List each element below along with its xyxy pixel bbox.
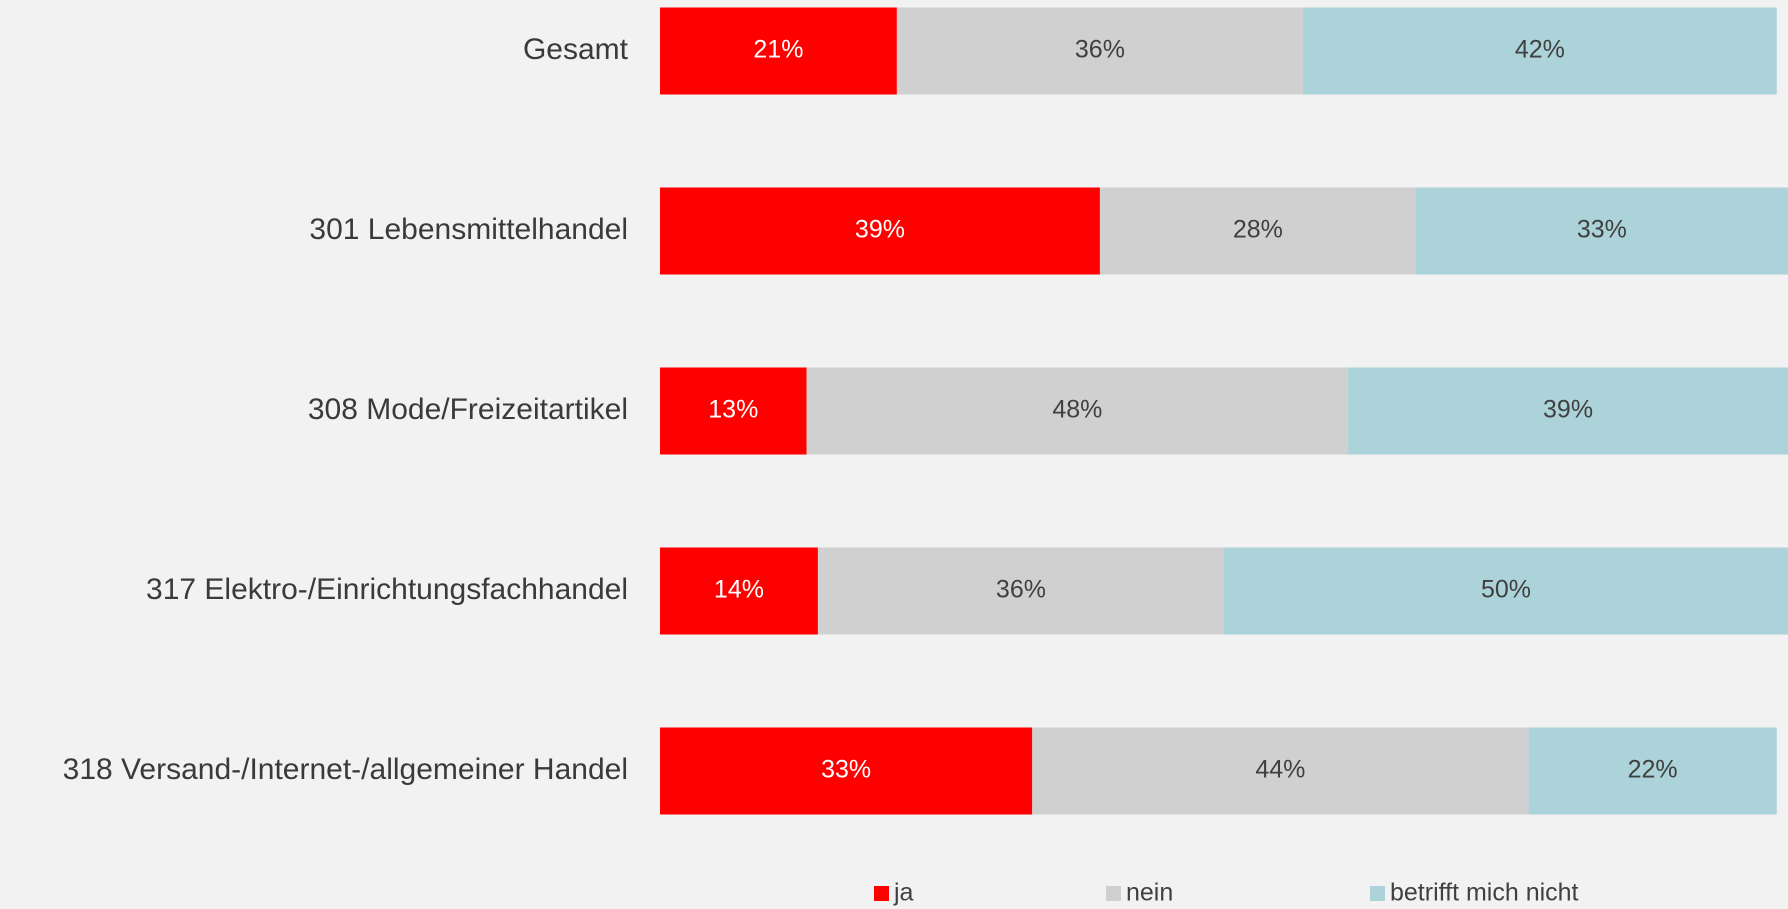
value-label: 22% <box>1628 756 1678 784</box>
value-label: 33% <box>821 756 871 784</box>
value-label: 13% <box>708 396 758 424</box>
category-label: 317 Elektro-/Einrichtungsfachhandel <box>146 573 628 606</box>
legend-swatch <box>1106 886 1121 901</box>
legend-swatch <box>1370 886 1385 901</box>
value-label: 39% <box>1543 396 1593 424</box>
value-label: 39% <box>855 216 905 244</box>
legend-swatch <box>874 886 889 901</box>
bar-segment <box>660 367 807 455</box>
legend-label: ja <box>893 879 914 907</box>
value-label: 33% <box>1577 216 1627 244</box>
bar-segment <box>1528 727 1777 815</box>
bar-segment <box>817 547 1224 635</box>
value-label: 50% <box>1481 576 1531 604</box>
bar-segment <box>1302 7 1777 95</box>
category-label: Gesamt <box>523 33 629 66</box>
bar-segment <box>806 367 1349 455</box>
bar-segment <box>1099 187 1416 275</box>
category-label: 301 Lebensmittelhandel <box>309 213 628 246</box>
bar-segment <box>896 7 1303 95</box>
category-label: 318 Versand-/Internet-/allgemeiner Hande… <box>63 753 628 786</box>
bar-segment <box>1224 547 1788 635</box>
bar-segment <box>660 727 1033 815</box>
value-label: 28% <box>1233 216 1283 244</box>
legend-label: nein <box>1126 879 1173 907</box>
bar-segment <box>1348 367 1788 455</box>
value-label: 36% <box>996 576 1046 604</box>
bar-segment <box>660 547 818 635</box>
legend-label: betrifft mich nicht <box>1390 879 1579 907</box>
value-label: 21% <box>753 36 803 64</box>
category-label: 308 Mode/Freizeitartikel <box>308 393 628 426</box>
bar-segment <box>1415 187 1788 275</box>
value-label: 48% <box>1052 396 1102 424</box>
value-label: 44% <box>1255 756 1305 784</box>
bar-segment <box>1032 727 1529 815</box>
value-label: 14% <box>714 576 764 604</box>
value-label: 42% <box>1515 36 1565 64</box>
bar-segment <box>660 7 897 95</box>
value-label: 36% <box>1075 36 1125 64</box>
bar-segment <box>660 187 1100 275</box>
